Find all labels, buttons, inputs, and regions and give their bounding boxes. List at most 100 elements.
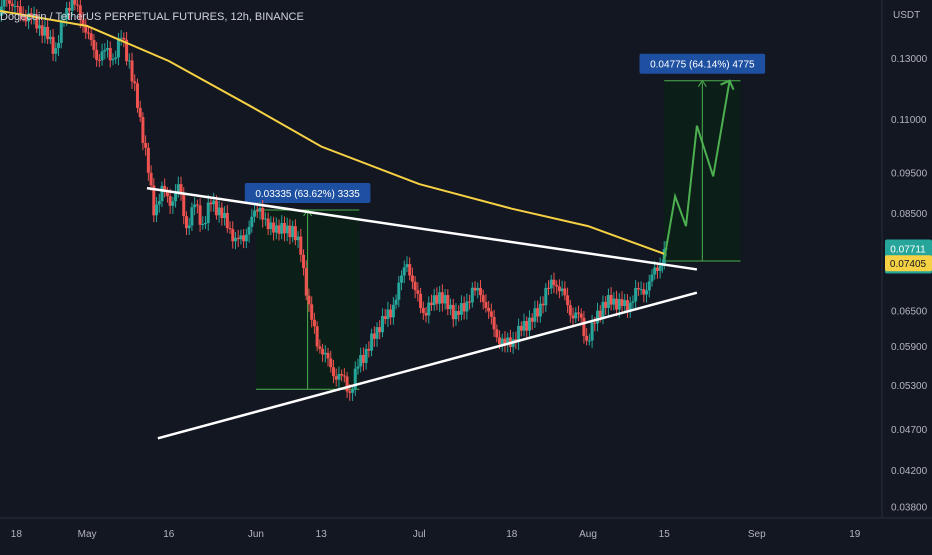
candle-body: [425, 313, 428, 316]
candle-body: [250, 217, 253, 227]
candle-body: [248, 227, 251, 235]
time-tick-label: 18: [11, 529, 23, 540]
candle-body: [103, 50, 106, 52]
candle-body: [117, 38, 120, 57]
candle-body: [650, 275, 653, 282]
candle-body: [536, 308, 539, 316]
candle-body: [599, 311, 602, 317]
candle-body: [634, 288, 637, 301]
candle-body: [204, 223, 207, 224]
candle-body: [111, 59, 114, 60]
candle-body: [291, 226, 294, 237]
candle-body: [441, 292, 444, 303]
candle-body: [229, 228, 232, 229]
candle-body: [297, 237, 300, 241]
candle-body: [577, 312, 580, 313]
candle-body: [386, 310, 389, 320]
candle-body: [327, 353, 330, 359]
candle-body: [182, 195, 185, 216]
candle-body: [305, 268, 308, 296]
candle-body: [155, 205, 158, 216]
candle-body: [588, 341, 591, 342]
candle-body: [307, 296, 310, 305]
candle-body: [133, 81, 136, 83]
price-tick-label: 0.08500: [891, 209, 928, 220]
candle-body: [294, 226, 297, 240]
target-zone-label: 0.04775 (64.14%) 4775: [650, 60, 755, 71]
candle-body: [302, 255, 305, 268]
candle-body: [218, 208, 221, 216]
candle-body: [199, 205, 202, 224]
candle-body: [128, 60, 131, 61]
candle-body: [242, 235, 245, 241]
candle-body: [196, 204, 199, 205]
candle-body: [531, 318, 534, 322]
candle-body: [109, 48, 112, 60]
candle-body: [41, 25, 44, 35]
candle-body: [38, 25, 41, 28]
candle-body: [389, 310, 392, 318]
candle-body: [57, 43, 60, 48]
candle-body: [201, 224, 204, 225]
candle-body: [414, 282, 417, 291]
candle-body: [245, 235, 248, 242]
candle-body: [468, 301, 471, 302]
candle-body: [237, 238, 240, 239]
candle-body: [60, 20, 63, 43]
candle-body: [158, 201, 161, 204]
candle-body: [460, 303, 463, 315]
candle-body: [392, 305, 395, 318]
candle-body: [324, 353, 327, 355]
candle-body: [479, 288, 482, 295]
candle-body: [550, 280, 553, 289]
time-tick-label: 18: [506, 529, 518, 540]
candle-body: [416, 290, 419, 293]
candle-body: [101, 51, 104, 60]
candle-body: [269, 223, 272, 230]
candle-body: [659, 265, 662, 271]
candle-body: [591, 323, 594, 341]
candle-body: [637, 288, 640, 289]
candle-body: [405, 264, 408, 267]
candle-body: [8, 0, 11, 3]
target-zone-label: 0.03335 (63.62%) 3335: [255, 189, 360, 200]
candle-body: [207, 203, 210, 223]
candle-body: [397, 283, 400, 300]
candle-body: [558, 286, 561, 291]
candle-body: [234, 238, 237, 242]
candle-body: [569, 305, 572, 315]
candle-body: [253, 211, 256, 217]
candle-body: [444, 295, 447, 303]
candle-body: [476, 288, 479, 291]
candle-body: [618, 299, 621, 309]
candle-body: [351, 390, 354, 393]
candle-body: [114, 57, 117, 58]
candle-body: [642, 289, 645, 294]
price-tick-label: 0.03800: [891, 502, 928, 513]
candle-body: [433, 295, 436, 305]
time-tick-label: 16: [163, 529, 175, 540]
candle-body: [574, 312, 577, 318]
candle-body: [329, 358, 332, 367]
candle-body: [150, 173, 153, 186]
candle-body: [384, 316, 387, 319]
candle-body: [220, 208, 223, 218]
time-tick-label: 15: [659, 529, 671, 540]
candle-body: [542, 304, 545, 306]
candle-body: [87, 33, 90, 34]
candle-body: [280, 223, 283, 234]
candle-body: [71, 0, 74, 11]
candle-body: [552, 280, 555, 285]
candle-body: [188, 225, 191, 228]
candle-body: [604, 302, 607, 308]
candle-body: [362, 355, 365, 363]
candle-body: [106, 48, 109, 50]
price-tick-label: 0.13000: [891, 54, 928, 65]
candle-body: [623, 300, 626, 306]
price-tick-label: 0.11000: [891, 115, 927, 126]
candle-body: [523, 321, 526, 331]
candle-body: [539, 304, 542, 317]
candle-body: [487, 308, 490, 311]
candle-body: [463, 303, 466, 311]
